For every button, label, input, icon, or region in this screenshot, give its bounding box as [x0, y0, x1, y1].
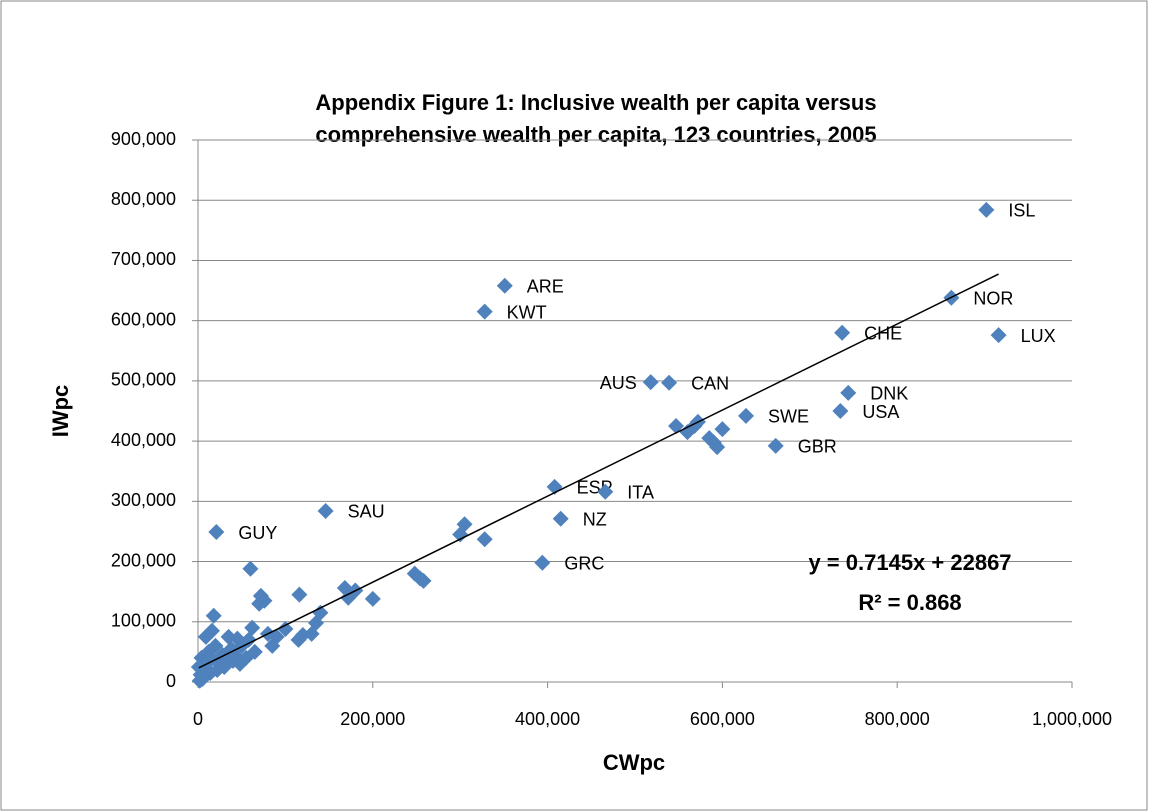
data-point: [456, 516, 473, 533]
data-point: [597, 483, 614, 500]
data-point: [220, 628, 237, 645]
data-point: [336, 580, 353, 597]
data-point: [476, 531, 493, 548]
point-label: GUY: [238, 523, 277, 543]
point-label: GRC: [564, 554, 604, 574]
point-label: GBR: [798, 437, 837, 457]
data-point: [476, 303, 493, 320]
data-point: [415, 572, 432, 589]
data-point: [978, 201, 995, 218]
point-label: USA: [862, 402, 899, 422]
y-tick-label: 600,000: [111, 309, 176, 329]
trendline: [198, 273, 999, 669]
point-label: NZ: [583, 510, 607, 530]
data-point: [190, 658, 207, 675]
data-point: [737, 407, 754, 424]
data-point: [668, 418, 685, 435]
data-point: [317, 502, 334, 519]
data-point: [277, 621, 294, 638]
point-label: SWE: [768, 407, 809, 427]
y-tick-label: 500,000: [111, 370, 176, 390]
data-point: [709, 439, 726, 456]
y-tick-label: 800,000: [111, 189, 176, 209]
data-point: [290, 631, 307, 648]
y-tick-label: 100,000: [111, 611, 176, 631]
data-point: [534, 554, 551, 571]
y-tick-label: 700,000: [111, 249, 176, 269]
data-point: [264, 637, 281, 654]
chart-title: Appendix Figure 1: Inclusive wealth per …: [315, 90, 876, 115]
data-point: [208, 524, 225, 541]
y-tick-label: 300,000: [111, 490, 176, 510]
data-point: [244, 619, 261, 636]
data-point: [642, 374, 659, 391]
x-tick-label: 800,000: [865, 709, 930, 729]
data-point: [840, 384, 857, 401]
data-point: [990, 327, 1007, 344]
point-label: CHE: [864, 323, 902, 343]
data-point: [661, 374, 678, 391]
y-tick-label: 900,000: [111, 129, 176, 149]
trendline-equation: y = 0.7145x + 22867: [808, 550, 1011, 575]
data-point: [191, 672, 208, 689]
trendline-r2: R² = 0.868: [858, 590, 961, 615]
point-label: ARE: [527, 276, 564, 296]
data-point: [291, 586, 308, 603]
y-tick-label: 0: [166, 671, 176, 691]
data-point: [205, 607, 222, 624]
point-label: DNK: [870, 384, 908, 404]
x-axis-title: CWpc: [603, 750, 665, 775]
point-label: ISL: [1008, 201, 1035, 221]
y-tick-label: 200,000: [111, 550, 176, 570]
point-label: ITA: [627, 482, 654, 502]
data-point: [242, 560, 259, 577]
data-point: [251, 595, 268, 612]
point-label: AUS: [600, 373, 637, 393]
point-label: LUX: [1021, 326, 1056, 346]
data-point: [197, 628, 214, 645]
x-tick-label: 0: [193, 709, 203, 729]
data-point: [767, 437, 784, 454]
y-tick-label: 400,000: [111, 430, 176, 450]
x-tick-label: 1,000,000: [1032, 709, 1112, 729]
data-point: [552, 510, 569, 527]
data-point: [714, 421, 731, 438]
data-point: [496, 277, 513, 294]
x-tick-label: 400,000: [515, 709, 580, 729]
data-point: [364, 590, 381, 607]
data-point: [834, 324, 851, 341]
point-label: CAN: [691, 373, 729, 393]
x-tick-label: 200,000: [340, 709, 405, 729]
point-label: KWT: [507, 302, 547, 322]
chart-title: comprehensive wealth per capita, 123 cou…: [315, 122, 876, 147]
point-label: NOR: [973, 289, 1013, 309]
y-axis-title: IWpc: [48, 385, 73, 438]
data-point: [832, 403, 849, 419]
x-tick-label: 600,000: [690, 709, 755, 729]
point-label: SAU: [348, 502, 385, 522]
